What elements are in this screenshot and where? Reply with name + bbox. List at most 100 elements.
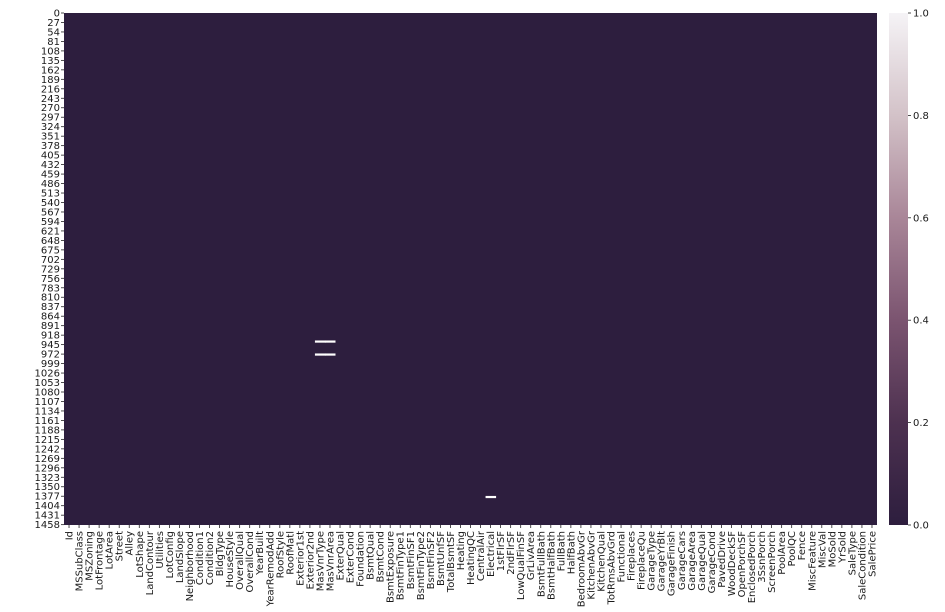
y-tick-label: 756 [41, 274, 60, 285]
y-tick-label: 135 [41, 56, 60, 67]
x-tick-label: MSSubClass [75, 531, 86, 591]
x-tick-label: BsmtQual [366, 531, 377, 580]
x-tick-label: LandSlope [175, 531, 186, 583]
x-tick-label: Exterior2nd [305, 531, 316, 589]
x-tick-label: LandContour [145, 530, 156, 595]
y-tick-label: 459 [41, 170, 60, 181]
y-tick-label: 27 [47, 18, 60, 29]
y-tick-label: 324 [41, 122, 60, 133]
y-tick-label: 1188 [35, 425, 60, 436]
x-tick-label: LotShape [135, 531, 146, 578]
x-tick-label: Functional [617, 531, 628, 582]
x-tick-label: PoolArea [777, 531, 788, 575]
x-tick-label: YrSold [837, 531, 848, 564]
x-tick-label: BsmtFinSF2 [426, 531, 437, 589]
x-tick-label: Foundation [356, 531, 367, 587]
y-tick-label: 270 [41, 103, 60, 114]
y-tick-label: 513 [41, 189, 60, 200]
x-tick-label: KitchenAbvGr [586, 530, 597, 599]
x-tick-label: OpenPorchSF [737, 531, 748, 598]
x-tick-label: GrLivArea [526, 531, 537, 580]
y-tick-label: 594 [41, 217, 60, 228]
y-tick-label: 999 [41, 359, 60, 370]
y-tick-label: 675 [41, 245, 60, 256]
colorbar-tick-label: 0.2 [913, 418, 929, 429]
missing-cell-MasVnrArea-973 [324, 353, 336, 356]
x-tick-label: TotRmsAbvGrd [607, 531, 618, 606]
y-tick-label: 297 [41, 113, 60, 124]
x-tick-label: GarageType [647, 531, 658, 591]
x-tick-label: BsmtUnfSF [436, 531, 447, 586]
y-tick-label: 1107 [35, 397, 60, 408]
x-tick-label: MasVnrArea [325, 531, 336, 591]
y-axis-ticks: 0275481108135162189216243270297324351378… [35, 9, 64, 531]
y-tick-label: 540 [41, 198, 60, 209]
missing-cell-MasVnrArea-936 [324, 340, 336, 343]
x-tick-label: Condition1 [195, 531, 206, 585]
x-tick-label: LotFrontage [95, 531, 106, 590]
x-tick-label: Heating [456, 531, 467, 570]
x-tick-label: FullBath [556, 531, 567, 571]
y-tick-label: 351 [41, 132, 60, 143]
y-tick-label: 702 [41, 255, 60, 266]
x-tick-label: BedroomAbvGr [576, 530, 587, 607]
y-tick-label: 108 [41, 46, 60, 57]
x-tick-label: Id [65, 531, 76, 540]
x-tick-label: LotArea [105, 531, 116, 569]
y-tick-label: 1296 [35, 463, 60, 474]
y-tick-label: 621 [41, 226, 60, 237]
y-tick-label: 1242 [35, 444, 60, 455]
y-tick-label: 1404 [35, 501, 60, 512]
x-tick-label: LowQualFinSF [516, 531, 527, 600]
x-tick-label: Electrical [486, 531, 497, 577]
x-tick-label: BsmtFullBath [536, 531, 547, 597]
y-tick-label: 648 [41, 236, 60, 247]
y-tick-label: 162 [41, 65, 60, 76]
colorbar-tick-label: 0.6 [913, 213, 929, 224]
missing-cell-MasVnrType-973 [314, 353, 326, 356]
x-tick-label: BsmtCond [376, 531, 387, 583]
x-tick-label: HeatingQC [466, 531, 477, 585]
y-tick-label: 783 [41, 283, 60, 294]
x-tick-label: HalfBath [566, 531, 577, 574]
x-tick-label: GarageYrBlt [657, 531, 668, 591]
x-tick-label: CentralAir [476, 530, 487, 581]
x-tick-label: BsmtHalfBath [546, 531, 557, 600]
x-tick-label: GarageCond [707, 531, 718, 593]
y-tick-label: 378 [41, 141, 60, 152]
heatmap-body [64, 13, 877, 525]
y-tick-label: 1269 [35, 454, 60, 465]
heatmap-plot-area [64, 13, 877, 525]
colorbar-tick-label: 1.0 [913, 9, 929, 20]
x-tick-label: ExterQual [336, 531, 347, 581]
x-tick-label: SaleType [847, 531, 858, 575]
x-tick-label: OverallQual [235, 531, 246, 590]
x-tick-label: ScreenPorch [767, 531, 778, 593]
x-tick-label: BsmtExposure [386, 531, 397, 603]
x-tick-label: BsmtFinType1 [396, 531, 407, 600]
x-tick-label: GarageCars [677, 531, 688, 590]
x-tick-label: 2ndFlrSF [506, 531, 517, 575]
y-tick-label: 918 [41, 331, 60, 342]
x-tick-label: SaleCondition [857, 531, 868, 600]
y-tick-label: 1161 [35, 416, 60, 427]
y-tick-label: 891 [41, 321, 60, 332]
colorbar: 0.0 0.2 0.4 0.6 0.8 1.0 [889, 9, 929, 532]
x-tick-label: Alley [125, 531, 136, 556]
y-tick-label: 972 [41, 350, 60, 361]
x-tick-label: ExterCond [346, 531, 357, 583]
colorbar-gradient [889, 13, 908, 525]
x-tick-label: MiscVal [817, 531, 828, 568]
x-tick-label: YearBuilt [255, 531, 266, 576]
y-tick-label: 216 [41, 84, 60, 95]
x-tick-label: RoofMatl [285, 531, 296, 575]
x-tick-label: LotConfig [165, 531, 176, 579]
x-tick-label: EnclosedPorch [747, 531, 758, 603]
x-tick-label: MasVnrType [315, 531, 326, 591]
missing-cell-Electrical-1379 [485, 495, 497, 499]
y-tick-label: 432 [41, 160, 60, 171]
x-tick-label: 3SsnPorch [757, 531, 768, 583]
x-tick-label: GarageArea [687, 531, 698, 591]
x-tick-label: MiscFeature [807, 531, 818, 591]
x-tick-label: YearRemodAdd [265, 531, 276, 607]
